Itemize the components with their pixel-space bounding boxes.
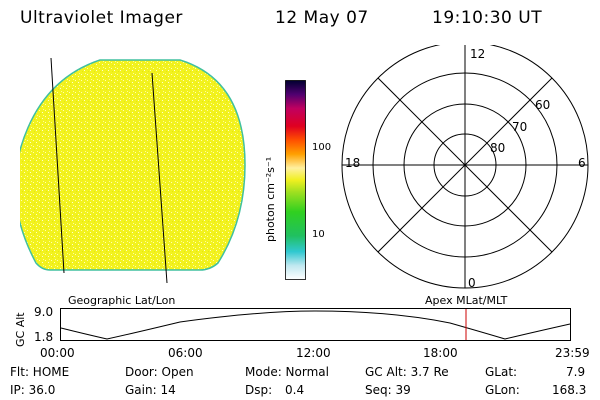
polar-diagonal-2 <box>377 77 553 253</box>
gain-status: Gain: 14 <box>125 383 176 397</box>
time-tick-0000: 00:00 <box>40 346 75 360</box>
longitude-line-west <box>50 57 65 274</box>
time-tick-1800: 18:00 <box>423 346 458 360</box>
time-tick-1200: 12:00 <box>296 346 331 360</box>
gc-alt-plot <box>60 308 571 341</box>
lat-label-80: 80 <box>490 141 506 155</box>
disk-fill <box>20 59 246 271</box>
mode-status: Mode: Normal <box>245 365 329 379</box>
mlt-label-0: 0 <box>468 276 476 290</box>
mlt-label-6: 6 <box>578 156 586 170</box>
polar-plot <box>341 45 589 289</box>
dsp-label: Dsp: <box>245 383 273 397</box>
gc-alt-ytick-1-8: 1.8 <box>34 330 54 344</box>
time-tick-0600: 06:00 <box>168 346 203 360</box>
glat-value: 7.9 <box>566 365 586 379</box>
time-tick-2359: 23:59 <box>555 346 590 360</box>
glon-label: GLon: <box>485 383 520 397</box>
colorbar-unit-label: photon cm⁻²s⁻¹ <box>264 156 277 242</box>
ip-status: IP: 36.0 <box>10 383 56 397</box>
gc-alt-status: GC Alt: 3.7 Re <box>365 365 449 379</box>
earth-disk-image <box>20 57 246 284</box>
gc-alt-ylabel: GC Alt <box>14 312 27 347</box>
door-status: Door: Open <box>125 365 194 379</box>
lat-label-60: 60 <box>535 98 551 112</box>
gc-alt-curve <box>60 310 571 340</box>
mlt-label-18: 18 <box>345 156 361 170</box>
colorbar-tick-10: 10 <box>312 229 325 240</box>
colorbar-tick-100: 100 <box>312 142 332 153</box>
mlt-label-12: 12 <box>470 47 486 61</box>
right-panel-label: Apex MLat/MLT <box>425 294 508 307</box>
glon-value: 168.3 <box>552 383 587 397</box>
dsp-value: 0.4 <box>285 383 305 397</box>
instrument-title: Ultraviolet Imager <box>20 8 183 28</box>
filter-status: Flt: HOME <box>10 365 70 379</box>
color-bar <box>285 80 306 280</box>
lat-label-70: 70 <box>512 120 528 134</box>
time-label: 19:10:30 UT <box>432 8 543 28</box>
gc-alt-ytick-9: 9.0 <box>34 305 54 319</box>
date-label: 12 May 07 <box>275 8 369 28</box>
longitude-line-east <box>151 72 168 284</box>
seq-status: Seq: 39 <box>365 383 411 397</box>
left-panel-label: Geographic Lat/Lon <box>68 294 176 307</box>
glat-label: GLat: <box>485 365 518 379</box>
